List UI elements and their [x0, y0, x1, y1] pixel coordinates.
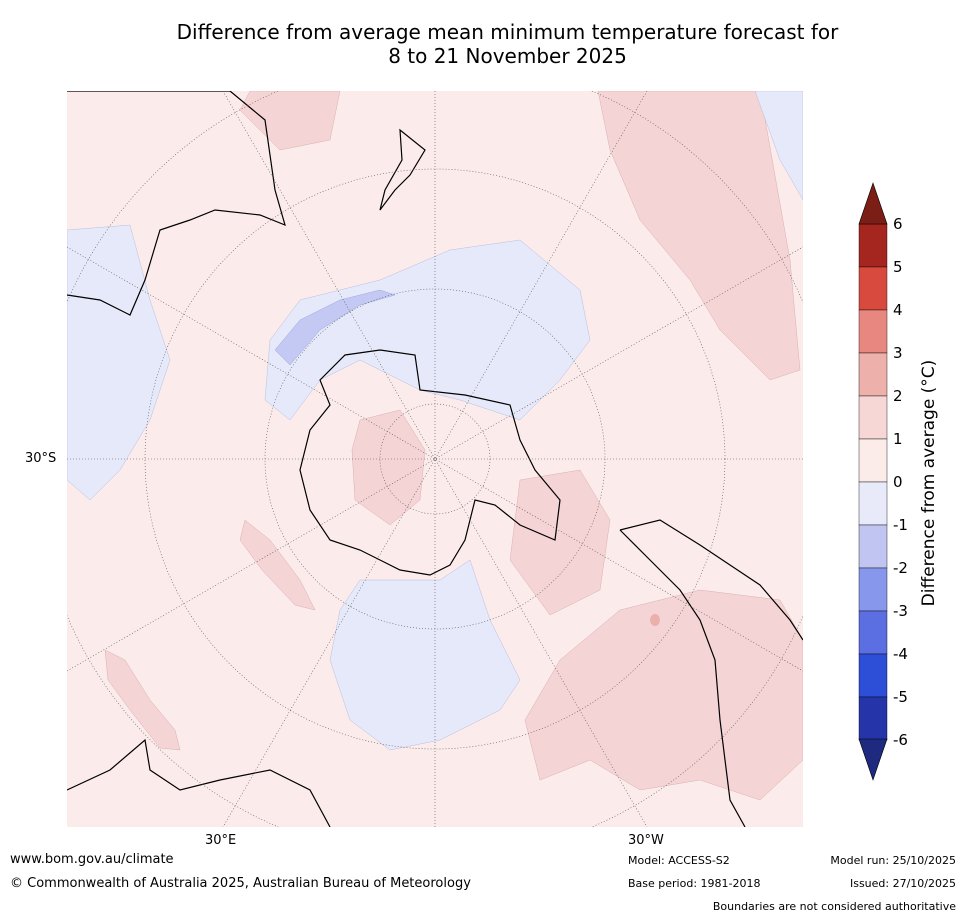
new-zealand-coastline — [379, 128, 426, 211]
australia-coastline — [67, 91, 286, 316]
graticule — [67, 91, 803, 827]
issued-text: Issued: 27/10/2025 — [849, 877, 956, 890]
colorbar-tick-label: -5 — [893, 688, 908, 706]
cool-anomaly-atlantic — [329, 559, 521, 751]
colorbar-tick-label: 3 — [893, 344, 903, 362]
map-content — [67, 91, 803, 827]
model-text: Model: ACCESS-S2 — [628, 854, 730, 867]
lat-label-30s: 30°S — [25, 451, 57, 466]
colorbar-segment — [858, 696, 888, 741]
colorbar-tick-label: 1 — [893, 430, 903, 448]
website-link[interactable]: www.bom.gov.au/climate — [10, 852, 174, 867]
lon-label-30w: 30°W — [628, 833, 664, 848]
cool-anomaly-ring — [264, 239, 591, 421]
colorbar-segment — [858, 395, 888, 440]
colorbar-segment — [858, 481, 888, 526]
colorbar-tick-label: -4 — [893, 645, 908, 663]
colorbar-segment — [858, 266, 888, 311]
chart-title: Difference from average mean minimum tem… — [50, 20, 965, 68]
colorbar-segment — [858, 438, 888, 483]
base-period-text: Base period: 1981-2018 — [628, 877, 761, 890]
disclaimer-text: Boundaries are not considered authoritat… — [712, 900, 956, 913]
colorbar-label: Difference from average (°C) — [919, 359, 939, 607]
colorbar-tick-label: -3 — [893, 602, 908, 620]
colorbar-segment — [858, 653, 888, 698]
colorbar-segment — [858, 352, 888, 397]
cool-anomaly-west — [67, 224, 171, 501]
title-line-2: 8 to 21 November 2025 — [388, 44, 627, 68]
warm-anomaly-antarctica-interior — [351, 409, 426, 526]
colorbar-tick-label: 2 — [893, 387, 903, 405]
copyright-text: © Commonwealth of Australia 2025, Austra… — [10, 876, 471, 891]
colorbar-tick-label: -6 — [893, 731, 908, 749]
colorbar-tick-label: 4 — [893, 301, 903, 319]
cool-anomaly-southeast — [754, 91, 803, 201]
warm-anomaly-south-america — [524, 589, 803, 801]
colorbar-segment — [858, 223, 888, 268]
model-run-text: Model run: 25/10/2025 — [830, 854, 956, 867]
colorbar-under-arrow — [858, 738, 888, 781]
title-line-1: Difference from average mean minimum tem… — [176, 20, 839, 44]
colorbar-segment — [858, 567, 888, 612]
colorbar-tick-label: 0 — [893, 473, 903, 491]
warm-anomaly-core — [650, 614, 660, 626]
warm-anomaly-africa — [104, 649, 181, 751]
africa-coastline — [67, 738, 331, 827]
colorbar-segment — [858, 610, 888, 655]
antarctica-coastline — [299, 349, 561, 576]
colorbar-tick-label: -1 — [893, 516, 908, 534]
colorbar-tick-label: 6 — [893, 215, 903, 233]
colorbar-tick-label: 5 — [893, 258, 903, 276]
colorbar-segment — [858, 309, 888, 354]
colorbar-over-arrow — [858, 182, 888, 225]
colorbar-tick-label: -2 — [893, 559, 908, 577]
warm-anomaly-indian — [239, 519, 316, 611]
cool-anomaly-strong — [274, 289, 396, 366]
warm-anomaly-pacific — [597, 91, 801, 381]
warm-anomaly-northwest — [239, 91, 341, 151]
lon-label-30e: 30°E — [205, 833, 237, 848]
colorbar-segments — [858, 223, 888, 741]
colorbar-segment — [858, 524, 888, 569]
south-america-coastline — [619, 519, 803, 827]
warm-anomaly-drake — [509, 469, 611, 616]
